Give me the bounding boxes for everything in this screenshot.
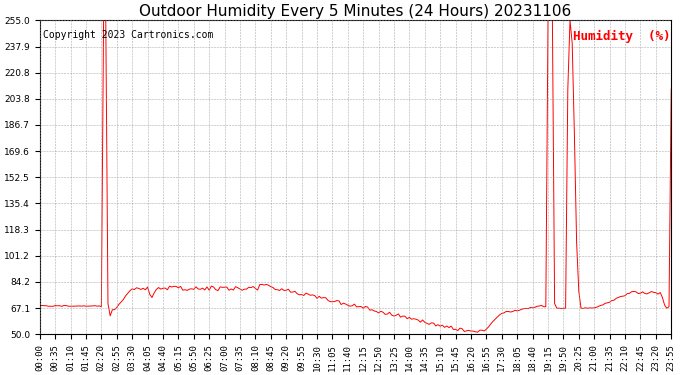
Text: Humidity  (%): Humidity (%) — [573, 30, 671, 43]
Text: Copyright 2023 Cartronics.com: Copyright 2023 Cartronics.com — [43, 30, 213, 40]
Title: Outdoor Humidity Every 5 Minutes (24 Hours) 20231106: Outdoor Humidity Every 5 Minutes (24 Hou… — [139, 4, 571, 19]
